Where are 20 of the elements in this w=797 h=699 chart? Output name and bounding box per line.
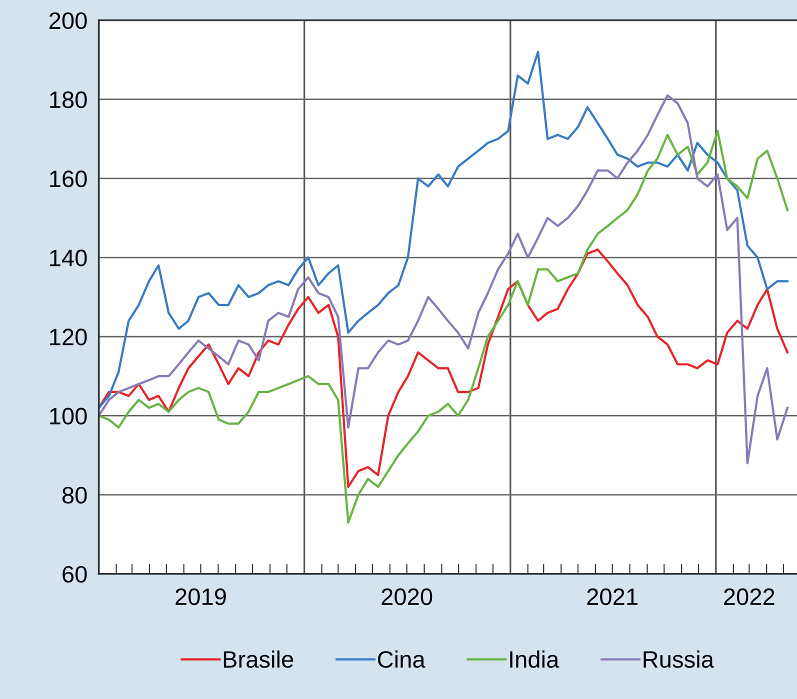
legend-label: Cina — [378, 650, 426, 668]
line-series — [98, 248, 789, 488]
y-tick-label: 120 — [50, 328, 87, 346]
x-tick-label: 2021 — [587, 588, 638, 606]
line-series — [98, 130, 789, 524]
y-tick-label: 200 — [50, 12, 87, 30]
y-tick-label: 100 — [50, 408, 87, 424]
x-tick-label: 2022 — [724, 588, 774, 606]
line-series — [98, 94, 789, 464]
y-tick-label: 60 — [62, 566, 87, 583]
legend-label: India — [510, 650, 560, 668]
line-series — [98, 50, 789, 409]
y-tick-label: 160 — [50, 170, 87, 188]
legend-label: Russia — [644, 650, 714, 668]
x-tick-label: 2019 — [176, 588, 226, 606]
y-tick-label: 180 — [50, 91, 87, 108]
x-tick-label: 2020 — [382, 588, 432, 606]
y-tick-label: 80 — [62, 486, 87, 504]
y-tick-label: 140 — [50, 250, 87, 266]
legend-label: Brasile — [224, 650, 294, 668]
